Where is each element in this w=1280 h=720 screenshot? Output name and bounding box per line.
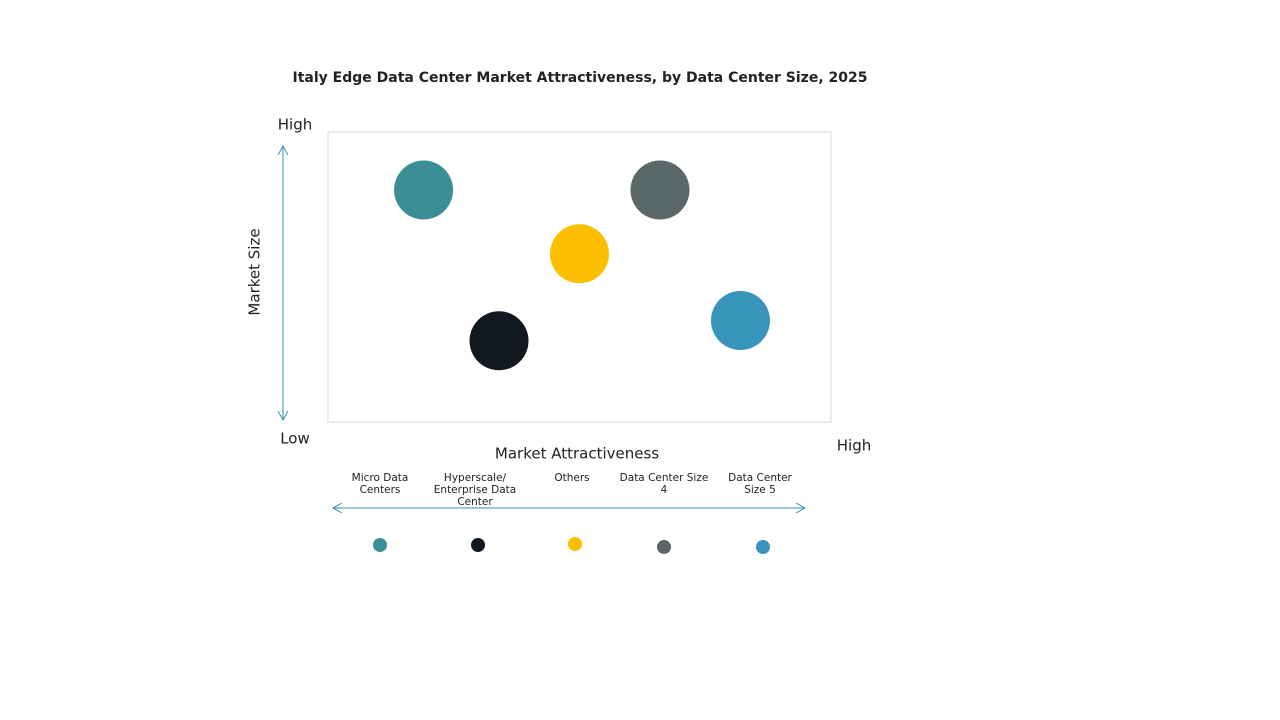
y-tick-label: High — [278, 116, 312, 134]
plot-frame — [327, 131, 832, 423]
legend-swatch — [568, 537, 582, 551]
bubble — [710, 291, 770, 350]
legend-swatch — [471, 538, 485, 552]
y-axis-label: Market Size — [246, 228, 264, 315]
legend-swatch — [756, 540, 770, 554]
bubble — [550, 224, 609, 284]
legend-label: Data Center Size 5 — [728, 472, 792, 496]
x-tick-label: High — [837, 437, 871, 455]
bubble — [394, 160, 454, 220]
x-axis-label: Market Attractiveness — [495, 445, 659, 463]
legend-label: Hyperscale/ Enterprise Data Center — [433, 472, 517, 508]
legend-label: Micro Data Centers — [351, 472, 409, 496]
legend-label: Others — [554, 472, 590, 484]
y-tick-label: Low — [280, 430, 310, 448]
legend-label: Data Center Size 4 — [619, 472, 709, 496]
legend-swatch — [373, 538, 387, 552]
bubble — [469, 311, 529, 371]
bubble — [630, 160, 690, 220]
chart-title: Italy Edge Data Center Market Attractive… — [293, 70, 868, 86]
legend-swatch — [657, 540, 671, 554]
